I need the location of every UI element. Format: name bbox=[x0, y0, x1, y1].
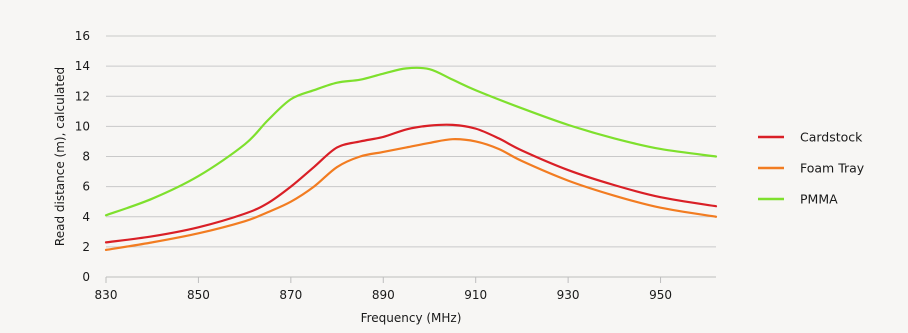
y-tick-label: 12 bbox=[75, 89, 90, 103]
legend-item-foam-tray: Foam Tray bbox=[758, 161, 865, 176]
y-tick-label: 0 bbox=[82, 270, 90, 284]
x-tick-label: 930 bbox=[557, 288, 580, 302]
axis-layer: 0 2 4 6 8 10 12 14 16 830 850 870 890 910 930 950 bbox=[75, 29, 716, 302]
y-tick-label: 6 bbox=[82, 180, 90, 194]
y-tick-label: 8 bbox=[82, 150, 90, 164]
y-axis-title: Read distance (m), calculated bbox=[53, 67, 67, 246]
x-tick-label: 830 bbox=[95, 288, 118, 302]
y-tick-label: 10 bbox=[75, 119, 90, 133]
series-layer bbox=[104, 66, 718, 251]
y-tick-label: 14 bbox=[75, 59, 90, 73]
legend: Cardstock Foam Tray PMMA bbox=[758, 130, 865, 207]
series-line-foam-tray bbox=[104, 138, 718, 251]
x-axis-title: Frequency (MHz) bbox=[361, 311, 462, 325]
series-line-pmma bbox=[104, 66, 718, 217]
legend-label: Cardstock bbox=[800, 130, 863, 145]
x-tick-label: 890 bbox=[372, 288, 395, 302]
x-tick-label: 870 bbox=[279, 288, 302, 302]
x-tick-label: 850 bbox=[187, 288, 210, 302]
y-tick-label: 16 bbox=[75, 29, 90, 43]
y-tick-label: 2 bbox=[82, 240, 90, 254]
legend-item-pmma: PMMA bbox=[758, 192, 838, 207]
legend-item-cardstock: Cardstock bbox=[758, 130, 863, 145]
legend-label: PMMA bbox=[800, 192, 838, 207]
grid-layer bbox=[106, 35, 716, 278]
x-tick-label: 910 bbox=[464, 288, 487, 302]
series-line-cardstock bbox=[104, 123, 718, 244]
y-tick-label: 4 bbox=[82, 210, 90, 224]
x-tick-label: 950 bbox=[649, 288, 672, 302]
legend-label: Foam Tray bbox=[800, 161, 865, 176]
